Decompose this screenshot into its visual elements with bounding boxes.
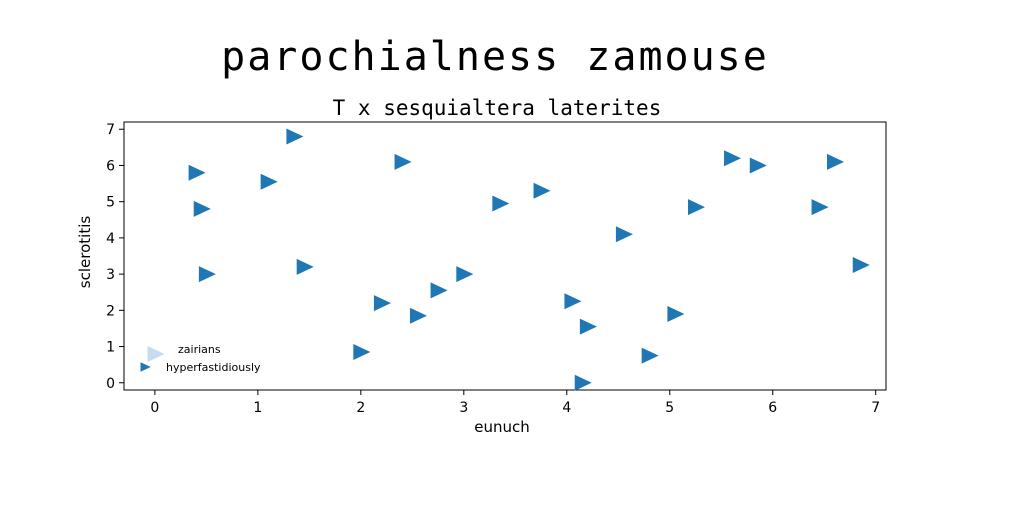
data-point	[193, 200, 211, 217]
y-tick-label: 7	[106, 122, 115, 138]
y-tick-label: 0	[106, 376, 115, 392]
x-tick-label: 1	[253, 400, 262, 416]
data-point	[456, 266, 474, 283]
data-point	[615, 226, 633, 243]
plot-frame	[123, 121, 887, 391]
chart-subtitle: T x sesquialtera laterites	[333, 96, 662, 120]
data-point	[688, 199, 705, 216]
legend: zairians hyperfastidiously	[140, 343, 261, 374]
data-point	[667, 305, 685, 322]
data-point	[373, 295, 391, 312]
data-point	[827, 153, 845, 170]
legend-label-hyperfastidiously: hyperfastidiously	[166, 361, 261, 374]
x-axis: 0 1 2 3 4 5 6 7	[150, 390, 880, 416]
x-tick-label: 4	[562, 400, 571, 416]
data-point	[533, 182, 551, 199]
data-point	[430, 282, 448, 299]
x-tick-label: 0	[150, 400, 159, 416]
data-point	[394, 153, 412, 170]
x-tick-label: 5	[665, 400, 674, 416]
y-tick-label: 5	[106, 195, 115, 211]
y-tick-label: 3	[106, 267, 115, 283]
data-point	[198, 266, 216, 283]
y-tick-label: 4	[106, 231, 115, 247]
data-point	[492, 195, 510, 212]
x-tick-label: 6	[768, 400, 777, 416]
data-point	[724, 150, 742, 167]
data-points	[188, 128, 870, 391]
data-point	[641, 347, 659, 364]
y-tick-label: 2	[106, 303, 115, 319]
chart-title: parochialness zamouse	[221, 34, 769, 80]
data-point	[811, 199, 829, 216]
legend-marker-hyperfastidiously	[140, 362, 151, 372]
data-point	[296, 258, 314, 275]
data-point	[564, 293, 582, 310]
y-tick-label: 1	[106, 340, 115, 356]
data-point	[852, 257, 870, 274]
data-point	[409, 307, 427, 324]
x-axis-label: eunuch	[474, 418, 530, 436]
y-axis-label: sclerotitis	[76, 216, 94, 289]
data-point	[260, 173, 278, 190]
data-point	[353, 343, 371, 360]
data-point	[574, 374, 592, 391]
legend-marker-zairians	[147, 346, 165, 362]
x-tick-label: 7	[871, 400, 880, 416]
data-point	[579, 318, 597, 335]
y-tick-label: 6	[106, 158, 115, 174]
x-tick-label: 3	[459, 400, 468, 416]
y-axis: 0 1 2 3 4 5 6 7	[106, 122, 124, 392]
x-tick-label: 2	[356, 400, 365, 416]
data-point	[188, 164, 206, 181]
data-point	[286, 128, 304, 145]
legend-label-zairians: zairians	[178, 343, 221, 356]
data-point	[749, 157, 767, 174]
